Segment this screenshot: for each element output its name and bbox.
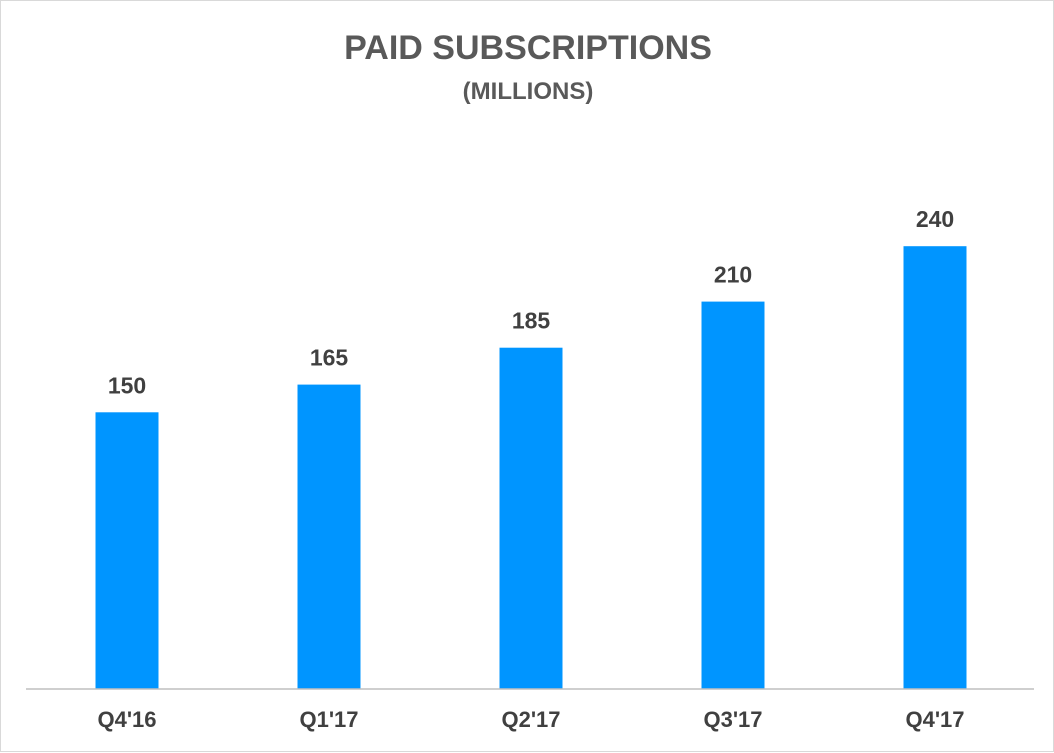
bar-3 bbox=[701, 301, 765, 689]
data-labels-group: 150 165 185 210 240 bbox=[108, 206, 954, 398]
x-tick-labels-group: Q4'16 Q1'17 Q2'17 Q3'17 Q4'17 bbox=[97, 707, 964, 732]
data-label-0: 150 bbox=[108, 372, 146, 398]
x-tick-label-1: Q1'17 bbox=[299, 707, 358, 732]
x-tick-label-4: Q4'17 bbox=[905, 707, 964, 732]
bars-group bbox=[95, 246, 967, 690]
data-label-2: 185 bbox=[512, 308, 551, 334]
data-label-4: 240 bbox=[916, 206, 954, 232]
x-tick-label-3: Q3'17 bbox=[703, 707, 762, 732]
bar-4 bbox=[903, 246, 967, 689]
chart-subtitle: (MILLIONS) bbox=[463, 78, 594, 105]
chart-title: PAID SUBSCRIPTIONS bbox=[344, 29, 712, 67]
x-tick-label-2: Q2'17 bbox=[501, 707, 560, 732]
data-label-1: 165 bbox=[310, 345, 349, 371]
bar-1 bbox=[297, 384, 361, 689]
bar-2 bbox=[499, 347, 563, 689]
bar-0 bbox=[95, 412, 159, 690]
data-label-3: 210 bbox=[714, 262, 752, 288]
x-tick-label-0: Q4'16 bbox=[97, 707, 156, 732]
